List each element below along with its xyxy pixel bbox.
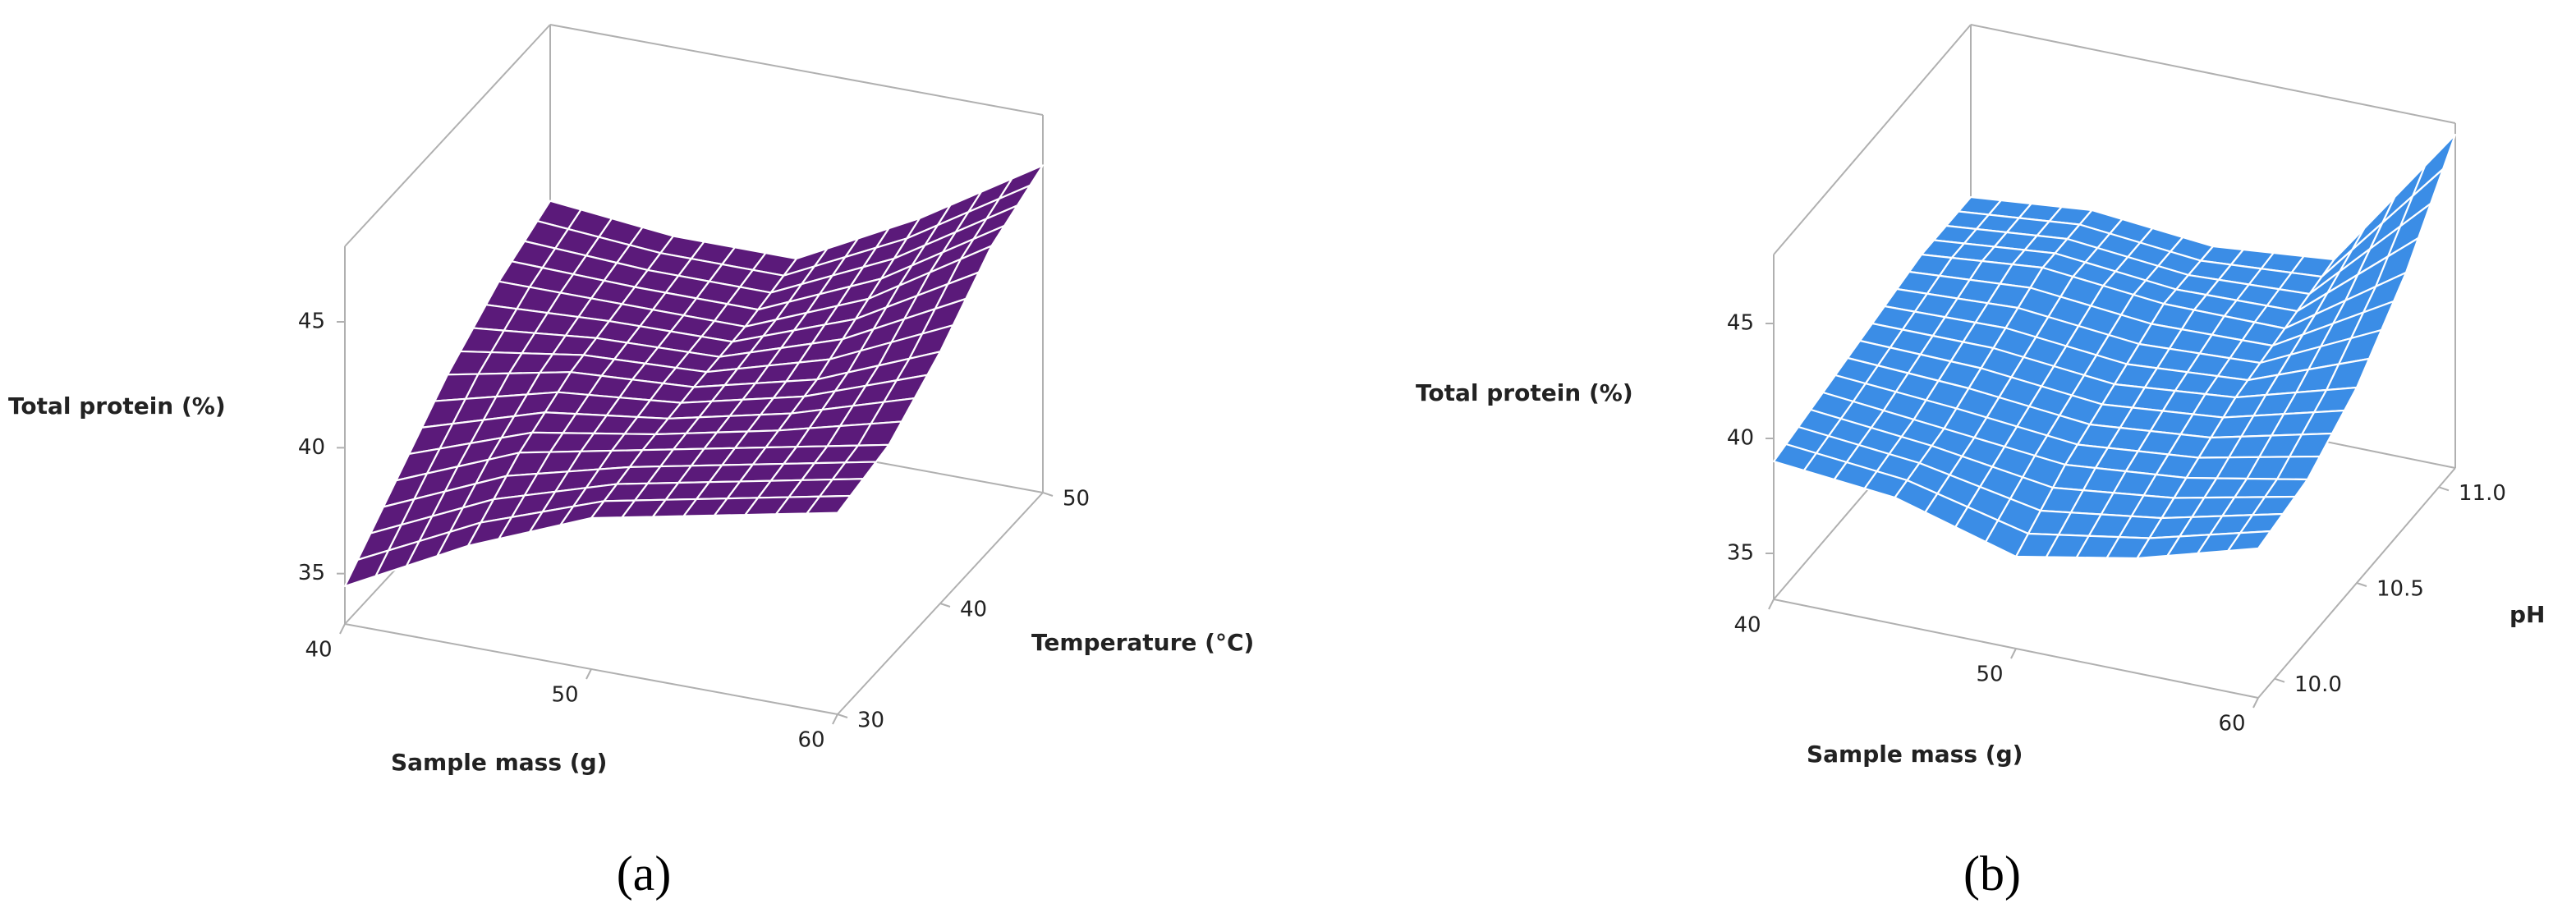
x-tick — [2252, 697, 2259, 709]
y-tick-label: 30 — [857, 709, 884, 733]
box-edge — [549, 24, 1044, 116]
surface-patch — [2113, 302, 2286, 399]
z-tick-label: 40 — [298, 435, 325, 460]
y-tick-label: 10.0 — [2294, 672, 2342, 697]
surface-cell — [2227, 530, 2272, 553]
surface-patch — [1943, 346, 2116, 466]
y-tick — [2274, 677, 2285, 683]
x-tick — [832, 713, 838, 725]
surface-patch — [2234, 271, 2408, 399]
y-tick — [2438, 486, 2450, 492]
surface-patch — [867, 164, 1045, 300]
y-axis-title: Temperature (°C) — [1031, 629, 1254, 656]
surface-patch — [1992, 266, 2165, 386]
surface-patch — [2014, 463, 2188, 560]
y-tick — [2356, 582, 2367, 587]
surface-patch — [2064, 383, 2237, 479]
x-tick-label: 40 — [305, 638, 332, 663]
x-tick-label: 40 — [1733, 613, 1761, 638]
x-axis-title: Sample mass (g) — [1807, 741, 2023, 768]
y-tick — [1042, 492, 1054, 497]
x-tick-label: 60 — [2218, 712, 2245, 736]
y-tick — [939, 603, 951, 608]
surface-patch — [815, 245, 993, 381]
surface-patch — [765, 351, 942, 449]
x-axis-title: Sample mass (g) — [391, 749, 607, 776]
surface-patch — [1871, 253, 2044, 350]
y-tick-label: 10.5 — [2376, 577, 2424, 602]
z-tick-label: 45 — [1727, 311, 1754, 336]
z-axis-title: Total protein (%) — [8, 392, 226, 420]
z-axis-title: Total protein (%) — [1416, 379, 1633, 406]
x-tick-label: 60 — [797, 728, 824, 753]
panel-label: (a) — [617, 846, 672, 901]
surface-patch — [2162, 245, 2335, 330]
surface-patch — [395, 371, 572, 482]
surface-patch — [2136, 476, 2309, 560]
surface-patch — [2041, 209, 2215, 305]
surface-patch — [1920, 195, 2093, 269]
panel-label: (b) — [1963, 846, 2021, 901]
surface-patch — [569, 303, 746, 388]
surface-cell — [806, 494, 852, 515]
y-axis-title: pH — [2509, 601, 2545, 628]
z-tick-label: 35 — [1727, 541, 1754, 566]
surface-patch — [1772, 391, 1945, 499]
x-tick-label: 50 — [551, 683, 578, 708]
surface-patch — [590, 446, 767, 520]
surface-patch — [713, 443, 890, 516]
box-edge — [1970, 24, 2456, 124]
surface-patch — [692, 297, 870, 388]
x-tick — [2010, 648, 2017, 659]
y-tick-label: 40 — [960, 598, 987, 622]
x-tick — [585, 668, 592, 680]
surface-patch — [466, 449, 644, 547]
z-tick-label: 35 — [298, 561, 325, 585]
z-tick-label: 45 — [298, 310, 325, 334]
surface-patch — [1821, 322, 1995, 430]
y-tick-label: 11.0 — [2459, 481, 2506, 506]
surface-patch — [2185, 386, 2358, 481]
z-tick-label: 40 — [1727, 426, 1754, 451]
surface-patch — [2284, 133, 2457, 330]
surface-patch — [498, 200, 675, 305]
surface-patch — [621, 235, 798, 328]
box-edge — [344, 24, 551, 247]
y-tick-label: 50 — [1063, 487, 1090, 511]
x-tick — [1768, 599, 1775, 610]
x-tick — [339, 623, 346, 635]
x-tick-label: 50 — [1976, 663, 2003, 687]
box-edge — [1773, 24, 1972, 255]
y-tick — [837, 713, 848, 718]
surface-patch — [343, 452, 521, 588]
